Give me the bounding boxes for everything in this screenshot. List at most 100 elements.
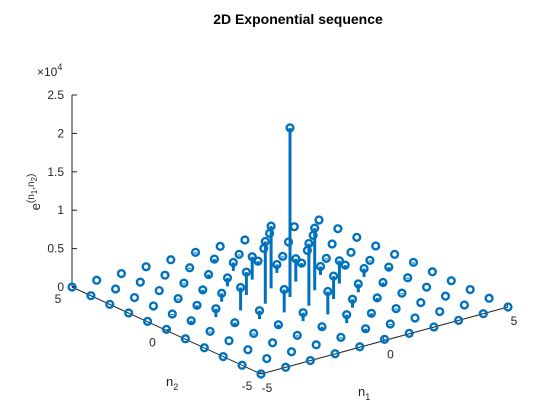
stem-marker xyxy=(359,263,369,274)
x-tick-label: 5 xyxy=(511,314,518,328)
stem-marker xyxy=(314,215,324,225)
x-axis-label-main: n xyxy=(358,384,365,399)
stem-marker xyxy=(298,308,308,318)
z-axis-label-sub1: 1 xyxy=(30,189,39,194)
stem-marker xyxy=(110,284,121,294)
stem-marker xyxy=(92,275,102,285)
stem-marker xyxy=(385,319,395,329)
stem-marker xyxy=(262,353,272,364)
stems-layer xyxy=(67,123,513,379)
chart-title: 2D Exponential sequence xyxy=(213,11,383,27)
stem-marker xyxy=(186,316,196,326)
stem-marker xyxy=(179,278,189,288)
stem-marker xyxy=(192,300,202,310)
stem-marker xyxy=(234,249,244,259)
stem-marker xyxy=(355,342,365,352)
stem-marker xyxy=(217,288,227,298)
z-axis-label-mid: ,n xyxy=(26,181,37,189)
x-axis-label-sub: 1 xyxy=(365,392,370,402)
stem-marker xyxy=(478,309,488,319)
stem-marker xyxy=(241,267,252,277)
stem-marker xyxy=(260,236,270,247)
x-tick-label: 0 xyxy=(387,348,394,362)
stem-marker xyxy=(454,315,464,325)
stem-marker xyxy=(304,238,314,249)
stem-marker xyxy=(353,279,363,289)
z-tick-label: 0.5 xyxy=(47,242,64,256)
stem-marker xyxy=(372,293,382,303)
y-tick-label: -5 xyxy=(242,379,253,393)
stem-marker xyxy=(365,255,375,265)
y-axis-label: n2 xyxy=(166,374,178,392)
stem-marker xyxy=(230,318,240,328)
y-tick-label: 0 xyxy=(149,336,156,350)
stem-marker xyxy=(266,221,276,231)
stem-marker xyxy=(340,260,350,270)
stem-marker xyxy=(148,301,159,311)
stem-marker xyxy=(218,351,228,362)
stem-marker xyxy=(446,276,456,286)
stem-marker xyxy=(199,343,209,353)
stem-marker xyxy=(105,299,115,309)
stem-marker xyxy=(334,256,345,266)
x-axis-label: n1 xyxy=(358,384,370,402)
stem-marker xyxy=(329,271,339,281)
stem-marker xyxy=(256,369,266,379)
z-exponent-power: 4 xyxy=(57,62,62,72)
stem-marker xyxy=(391,303,401,314)
stem-marker xyxy=(278,251,288,261)
stem-marker xyxy=(204,269,214,280)
stem-marker xyxy=(378,277,388,288)
stem-marker xyxy=(198,285,208,295)
stem-marker xyxy=(346,247,356,257)
stem-marker xyxy=(279,284,289,295)
z-axis-label-end: ) xyxy=(26,174,37,177)
stem-marker xyxy=(427,267,438,277)
stem-marker xyxy=(141,262,151,272)
stem-marker xyxy=(379,334,390,344)
stem-marker xyxy=(310,223,320,233)
stem-marker xyxy=(397,288,407,298)
stem-marker xyxy=(211,304,221,314)
y-axis-label-main: n xyxy=(166,374,173,389)
stem-marker xyxy=(311,340,321,350)
stem-marker xyxy=(224,336,234,346)
stem-marker xyxy=(180,334,191,344)
z-axis-label-sup: (n xyxy=(26,194,37,203)
stem-marker xyxy=(173,293,183,304)
stem-marker xyxy=(135,277,145,287)
z-axis-label-main: e xyxy=(28,203,43,210)
stem-marker xyxy=(161,324,172,334)
z-tick-label: 0 xyxy=(57,280,64,294)
stem-marker xyxy=(440,291,451,301)
stem-marker xyxy=(321,253,331,263)
stem-marker xyxy=(228,257,238,268)
stem-marker xyxy=(289,222,299,232)
stem-marker xyxy=(503,302,513,312)
stem-marker xyxy=(249,328,259,338)
stem-marker xyxy=(342,310,352,320)
y-tick-label: 5 xyxy=(55,292,62,306)
stem-marker xyxy=(305,355,316,366)
stem-marker xyxy=(160,270,170,280)
z-tick-label: 2 xyxy=(57,126,64,140)
stem-marker xyxy=(281,362,291,372)
stem-marker xyxy=(361,324,371,334)
stem-marker xyxy=(323,286,333,297)
stem-marker xyxy=(190,247,201,257)
stem-marker xyxy=(286,347,297,357)
stem-marker xyxy=(253,256,263,266)
stem-marker xyxy=(243,345,253,355)
stem-marker xyxy=(297,258,307,268)
z-tick-label: 1.5 xyxy=(47,165,64,179)
stem-marker xyxy=(292,330,302,340)
z-exponent-label: ×104 xyxy=(37,62,62,79)
stem-marker xyxy=(390,249,400,259)
z-axis-label-sub2: 2 xyxy=(30,176,39,181)
stem-marker xyxy=(408,257,419,267)
stem-marker xyxy=(166,255,176,265)
stem-marker xyxy=(268,338,278,348)
stem-marker xyxy=(143,316,153,326)
